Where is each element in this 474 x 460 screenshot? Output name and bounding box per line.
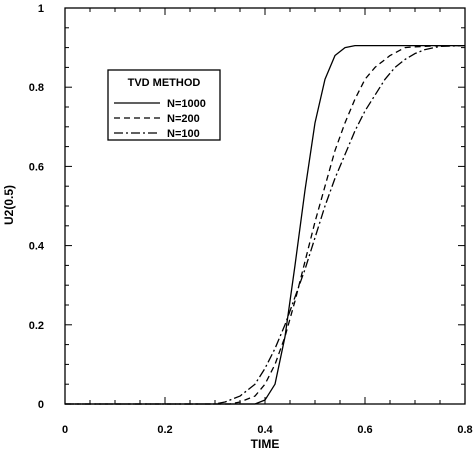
legend-box bbox=[107, 69, 221, 141]
x-tick-label: 0.6 bbox=[357, 424, 372, 436]
y-tick-label: 1 bbox=[38, 3, 44, 15]
legend-title: TVD METHOD bbox=[128, 77, 201, 89]
y-tick-label: 0.6 bbox=[29, 161, 44, 173]
y-tick-label: 0.8 bbox=[29, 82, 44, 94]
y-axis-title: U2(0.5) bbox=[2, 185, 16, 225]
y-tick-label: 0.2 bbox=[29, 320, 44, 332]
x-axis-title: TIME bbox=[251, 437, 280, 451]
legend: TVD METHOD N=1000 N=200 N=100 bbox=[107, 69, 221, 141]
series-line-n-1000 bbox=[65, 44, 465, 405]
y-tick-label: 0 bbox=[38, 399, 44, 411]
legend-entry-label: N=1000 bbox=[167, 98, 206, 110]
y-tick-label: 0.4 bbox=[29, 241, 45, 253]
legend-entry-label: N=200 bbox=[167, 113, 200, 125]
series-line-n-200 bbox=[65, 44, 465, 405]
plot-frame bbox=[64, 7, 466, 405]
series-line-n-100 bbox=[65, 44, 466, 405]
x-tick-label: 0 bbox=[62, 424, 68, 436]
x-tick-label: 0.8 bbox=[457, 424, 472, 436]
legend-entry-label: N=100 bbox=[167, 128, 200, 140]
x-tick-label: 0.2 bbox=[157, 424, 172, 436]
x-tick-label: 0.4 bbox=[257, 424, 273, 436]
